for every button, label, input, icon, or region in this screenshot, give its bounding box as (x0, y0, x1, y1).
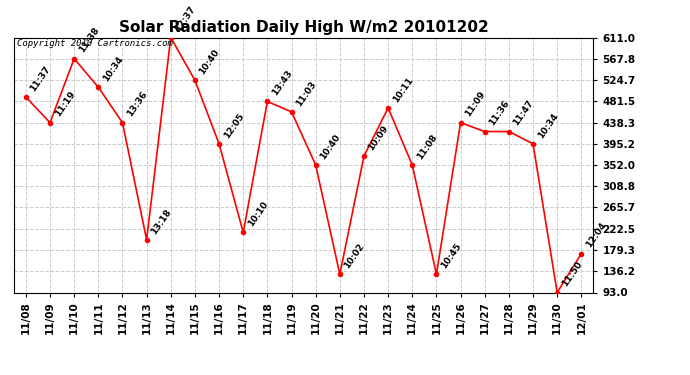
Text: 11:38: 11:38 (77, 26, 101, 54)
Text: 13:43: 13:43 (270, 69, 294, 98)
Text: 13:18: 13:18 (150, 207, 173, 236)
Text: 11:09: 11:09 (464, 90, 487, 118)
Text: 12:37: 12:37 (174, 4, 197, 33)
Text: 11:50: 11:50 (560, 260, 584, 288)
Text: 13:36: 13:36 (126, 90, 149, 118)
Text: 11:19: 11:19 (53, 90, 77, 118)
Text: 12:04: 12:04 (584, 221, 608, 249)
Text: 12:05: 12:05 (222, 111, 246, 140)
Text: Copyright 2010 Cartronics.com: Copyright 2010 Cartronics.com (17, 39, 172, 48)
Text: 11:03: 11:03 (295, 79, 318, 108)
Title: Solar Radiation Daily High W/m2 20101202: Solar Radiation Daily High W/m2 20101202 (119, 20, 489, 35)
Text: 10:40: 10:40 (319, 132, 342, 161)
Text: 11:47: 11:47 (512, 99, 535, 128)
Text: 10:09: 10:09 (367, 123, 391, 152)
Text: 11:36: 11:36 (488, 99, 511, 128)
Text: 10:40: 10:40 (198, 48, 221, 76)
Text: 10:34: 10:34 (101, 54, 125, 83)
Text: 11:08: 11:08 (415, 132, 439, 161)
Text: 10:45: 10:45 (440, 242, 463, 270)
Text: 10:34: 10:34 (536, 111, 560, 140)
Text: 10:02: 10:02 (343, 242, 366, 270)
Text: 10:11: 10:11 (391, 75, 415, 104)
Text: 10:10: 10:10 (246, 200, 270, 228)
Text: 11:37: 11:37 (29, 64, 52, 93)
